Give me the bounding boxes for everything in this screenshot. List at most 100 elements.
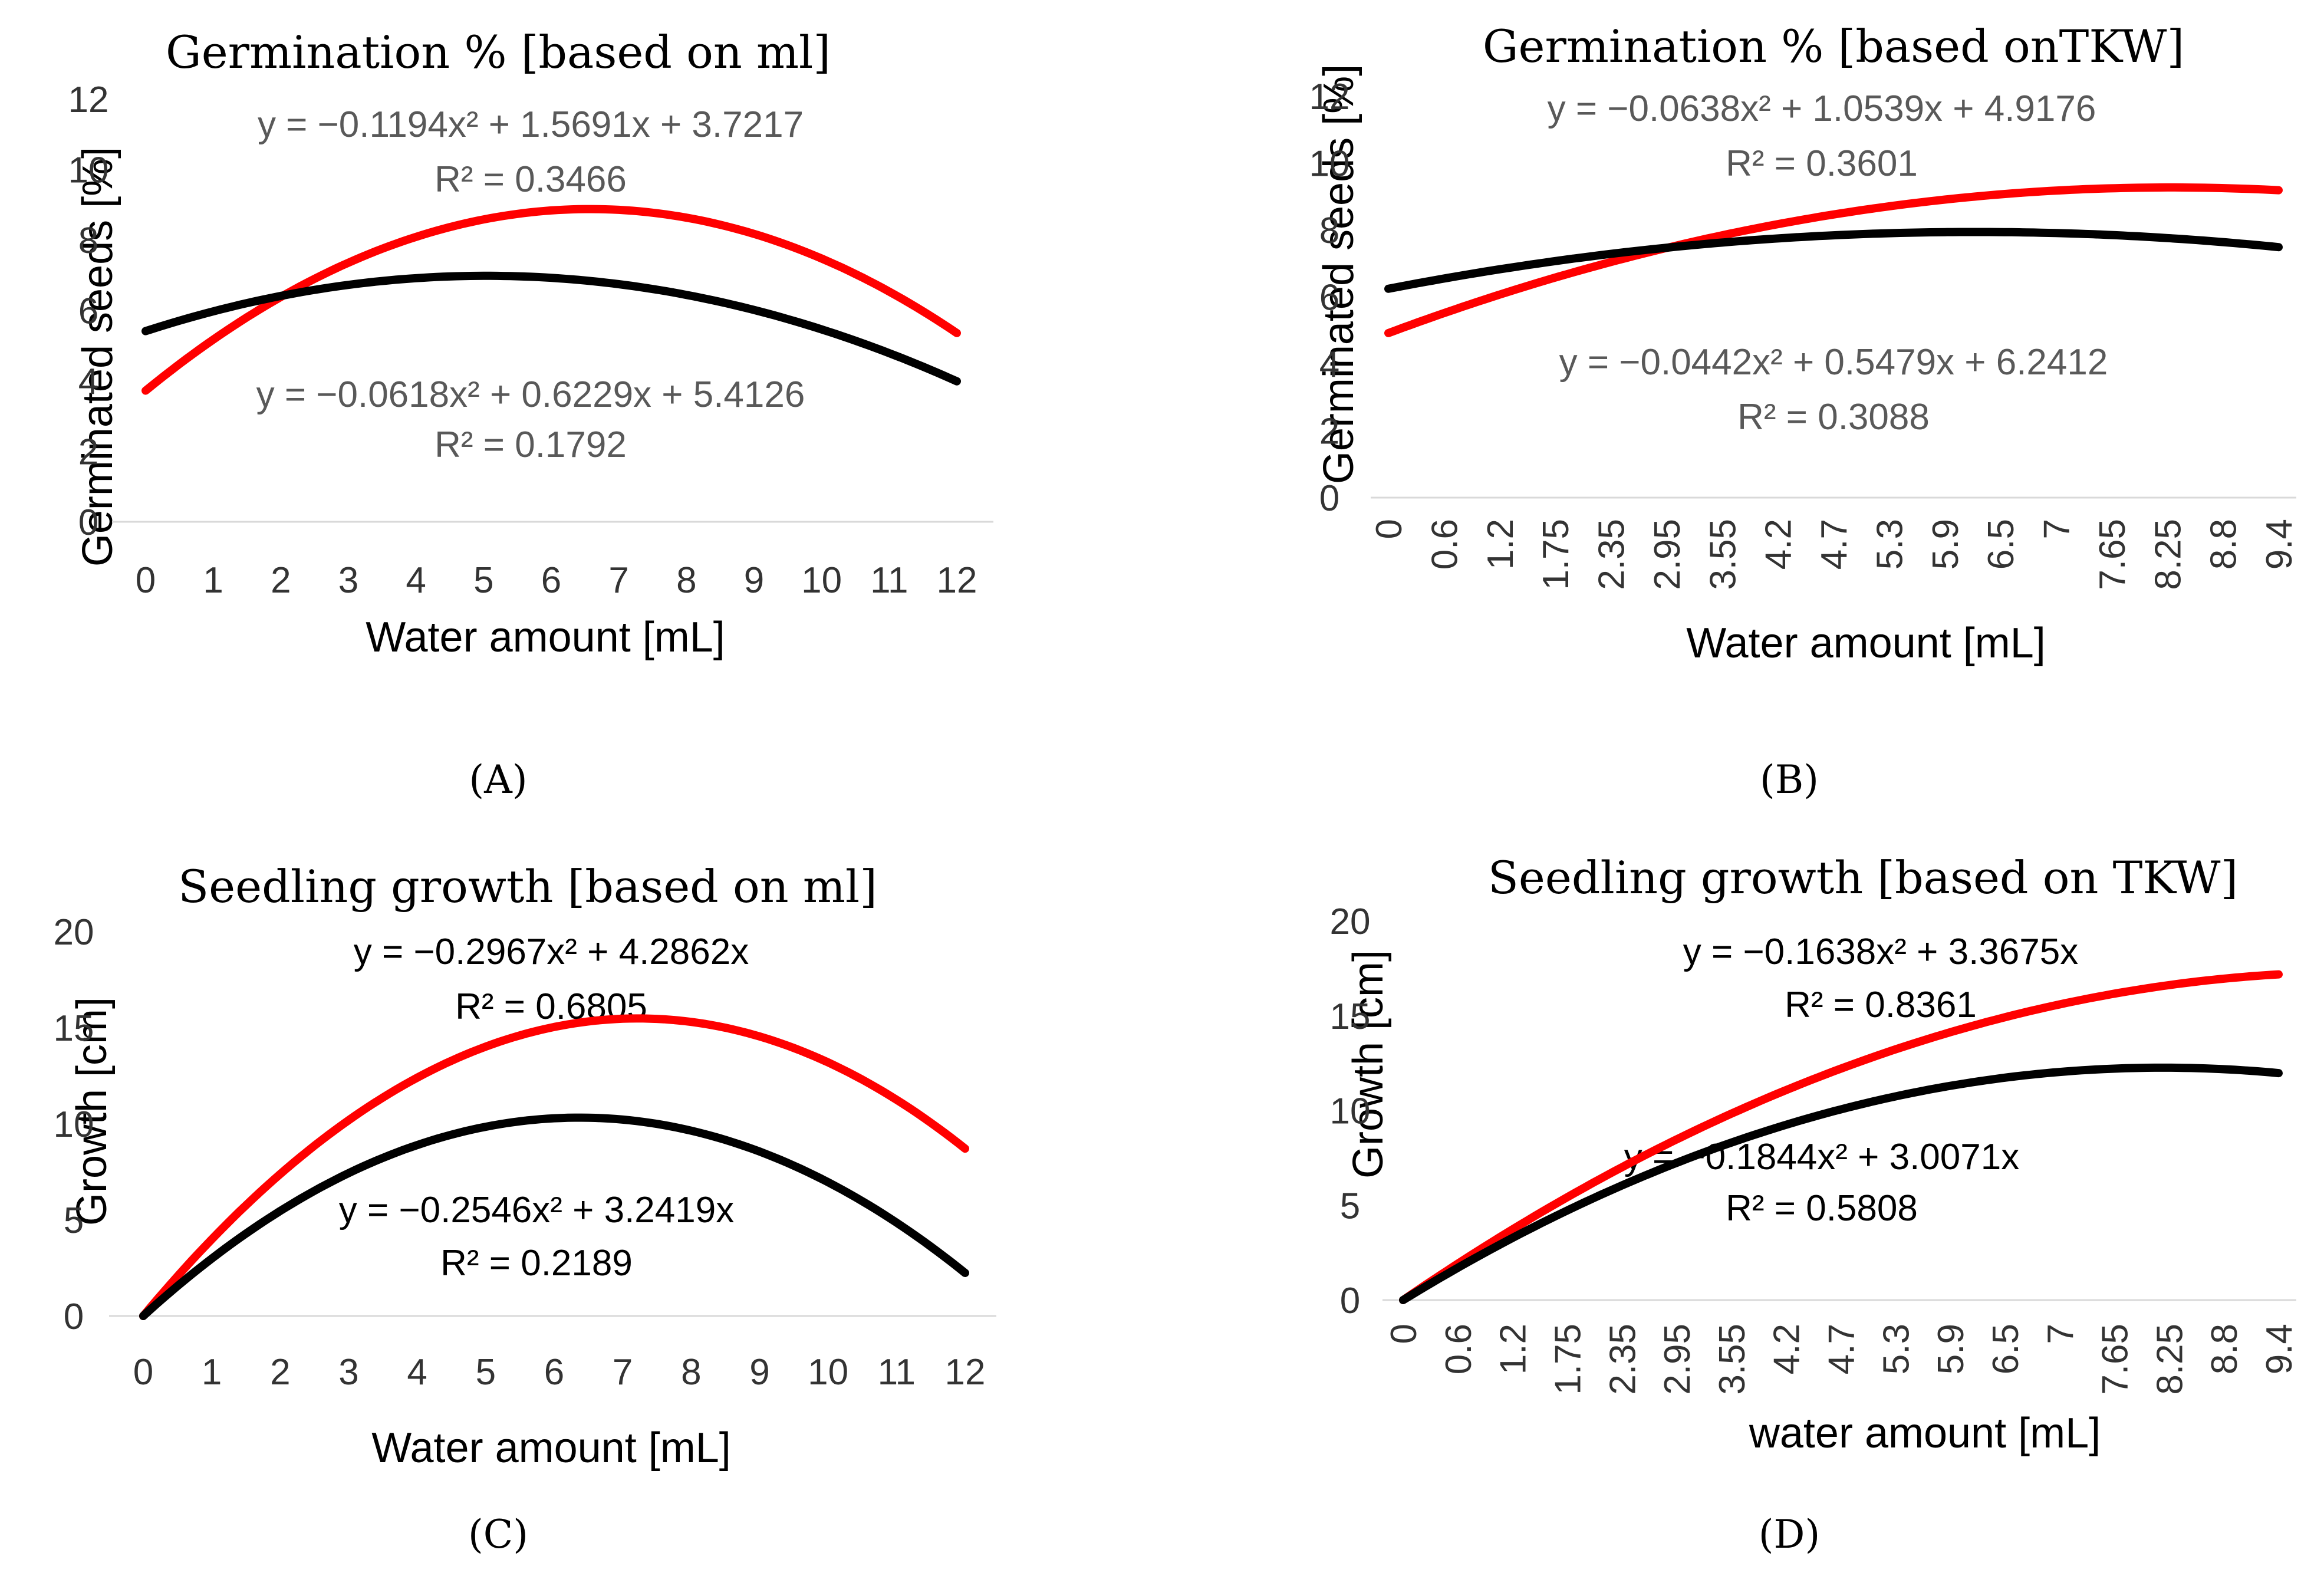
y-axis-label: Germinated seeds [%] bbox=[1315, 64, 1362, 484]
panel-caption: (D) bbox=[1759, 1512, 1820, 1557]
x-tick-label: 1.2 bbox=[1493, 1324, 1534, 1374]
panel-d: Seedling growth [based on TKW] Growth [c… bbox=[1330, 851, 2300, 1557]
x-axis-label: Water amount [mL] bbox=[366, 614, 725, 661]
y-tick-label: 6 bbox=[78, 291, 98, 332]
x-tick-label: 5 bbox=[473, 560, 493, 601]
x-tick-label: 4.7 bbox=[1822, 1324, 1862, 1374]
black-trendline-r2: R² = 0.5808 bbox=[1726, 1188, 1918, 1229]
black-trendline bbox=[141, 271, 961, 386]
y-tick-label: 15 bbox=[54, 1008, 94, 1049]
x-tick-label: 2.35 bbox=[1592, 519, 1632, 590]
black-trendline-r2: R² = 0.2189 bbox=[440, 1243, 633, 1284]
black-trendline-equation: y = −0.0618x² + 0.6229x + 5.4126 bbox=[256, 374, 805, 415]
x-tick-label: 4.2 bbox=[1759, 519, 1799, 570]
x-tick-label: 5.9 bbox=[1925, 519, 1966, 570]
chart-title: Seedling growth [based on TKW] bbox=[1488, 851, 2238, 904]
red-trendline bbox=[1384, 183, 2283, 337]
black-trendline-equation: y = −0.2546x² + 3.2419x bbox=[339, 1190, 734, 1230]
x-tick-label: 7.65 bbox=[2095, 1324, 2136, 1395]
y-tick-label: 2 bbox=[78, 432, 98, 473]
y-tick-label: 2 bbox=[1319, 412, 1339, 452]
red-trendline-equation: y = −0.2967x² + 4.2862x bbox=[354, 932, 749, 972]
y-tick-label: 5 bbox=[1340, 1186, 1360, 1226]
x-axis-label: Water amount [mL] bbox=[371, 1424, 731, 1472]
x-tick-label: 2.95 bbox=[1657, 1324, 1698, 1395]
x-tick-label: 9.4 bbox=[2259, 519, 2300, 570]
x-tick-label: 2 bbox=[270, 1352, 290, 1393]
x-tick-label: 5.3 bbox=[1869, 519, 1910, 570]
x-tick-label: 11 bbox=[878, 1352, 916, 1393]
x-tick-label: 10 bbox=[808, 1352, 848, 1393]
x-tick-label: 3 bbox=[338, 1352, 358, 1393]
red-trendline-r2: R² = 0.3466 bbox=[434, 159, 627, 200]
x-tick-label: 6 bbox=[544, 1352, 564, 1393]
red-trendline-equation: y = −0.1194x² + 1.5691x + 3.7217 bbox=[258, 104, 804, 145]
x-tick-label: 1.75 bbox=[1536, 519, 1576, 590]
x-tick-label: 1 bbox=[202, 1352, 222, 1393]
x-tick-label: 12 bbox=[945, 1352, 986, 1393]
y-tick-label: 10 bbox=[68, 150, 109, 191]
y-tick-label: 10 bbox=[54, 1104, 94, 1145]
black-trendline-r2: R² = 0.1792 bbox=[434, 425, 627, 465]
x-tick-label: 11 bbox=[870, 560, 908, 601]
x-tick-label: 6.5 bbox=[1986, 1324, 2026, 1374]
x-tick-label: 8.8 bbox=[2204, 1324, 2245, 1374]
x-tick-label: 1.2 bbox=[1480, 519, 1521, 570]
x-tick-label: 9 bbox=[744, 560, 764, 601]
y-axis-label: Growth [cm] bbox=[68, 997, 116, 1226]
x-axis-label: Water amount [mL] bbox=[1686, 620, 2046, 667]
y-axis-label: Growth [cm] bbox=[1345, 950, 1392, 1179]
y-tick-label: 0 bbox=[1340, 1281, 1360, 1321]
x-tick-label: 7 bbox=[608, 560, 628, 601]
red-trendline-equation: y = −0.0638x² + 1.0539x + 4.9176 bbox=[1548, 88, 2096, 129]
y-tick-label: 6 bbox=[1319, 278, 1339, 318]
black-trendline-equation: y = −0.0442x² + 0.5479x + 6.2412 bbox=[1559, 342, 2108, 383]
x-tick-label: 7.65 bbox=[2092, 519, 2133, 590]
black-trendline bbox=[1399, 1063, 2283, 1304]
x-tick-label: 8.25 bbox=[2149, 1324, 2190, 1395]
y-tick-label: 12 bbox=[68, 80, 109, 120]
chart-title: Germination % [based on ml] bbox=[166, 26, 831, 78]
x-tick-label: 9 bbox=[749, 1352, 769, 1393]
x-tick-label: 5.9 bbox=[1931, 1324, 1971, 1374]
red-trendline bbox=[1399, 970, 2283, 1304]
panel-caption: (C) bbox=[468, 1512, 528, 1557]
y-tick-label: 12 bbox=[1309, 77, 1350, 117]
x-axis-label: water amount [mL] bbox=[1749, 1410, 2101, 1457]
x-tick-label: 7 bbox=[613, 1352, 633, 1393]
x-tick-label: 7 bbox=[2037, 519, 2078, 539]
red-trendline-r2: R² = 0.8361 bbox=[1785, 985, 1977, 1025]
y-tick-label: 20 bbox=[54, 912, 94, 953]
x-tick-label: 5.3 bbox=[1876, 1324, 1917, 1374]
x-tick-label: 3 bbox=[338, 560, 358, 601]
x-tick-label: 4 bbox=[406, 560, 426, 601]
y-tick-label: 20 bbox=[1330, 901, 1371, 942]
x-tick-label: 2.95 bbox=[1647, 519, 1688, 590]
x-tick-label: 0 bbox=[133, 1352, 153, 1393]
red-trendline-equation: y = −0.1638x² + 3.3675x bbox=[1683, 932, 2078, 972]
y-tick-label: 0 bbox=[1319, 478, 1339, 519]
panel-b: Germination % [based onTKW] Germinated s… bbox=[1309, 20, 2300, 802]
black-trendline bbox=[139, 1113, 969, 1320]
x-tick-label: 3.55 bbox=[1703, 519, 1743, 590]
black-trendline-r2: R² = 0.3088 bbox=[1737, 397, 1930, 437]
x-tick-label: 8.8 bbox=[2204, 519, 2244, 570]
panel-a: Germination % [based on ml] Germinated s… bbox=[68, 26, 993, 802]
x-tick-label: 10 bbox=[801, 560, 842, 601]
y-tick-label: 10 bbox=[1309, 144, 1350, 185]
y-axis-label: Germinated seeds [%] bbox=[74, 147, 121, 567]
x-tick-label: 8.25 bbox=[2148, 519, 2188, 590]
x-tick-label: 6.5 bbox=[1981, 519, 2022, 570]
x-tick-label: 12 bbox=[937, 560, 977, 601]
x-tick-label: 0 bbox=[1384, 1324, 1424, 1344]
panel-c: Seedling growth [based on ml] Growth [cm… bbox=[54, 860, 996, 1557]
y-tick-label: 4 bbox=[1319, 344, 1339, 385]
x-tick-label: 5 bbox=[476, 1352, 496, 1393]
y-tick-label: 4 bbox=[78, 361, 98, 402]
x-tick-label: 1 bbox=[203, 560, 223, 601]
panel-caption: (B) bbox=[1760, 757, 1819, 802]
x-tick-label: 9.4 bbox=[2259, 1324, 2300, 1374]
chart-title: Germination % [based onTKW] bbox=[1483, 20, 2184, 73]
x-tick-label: 8 bbox=[676, 560, 696, 601]
x-tick-label: 8 bbox=[681, 1352, 701, 1393]
